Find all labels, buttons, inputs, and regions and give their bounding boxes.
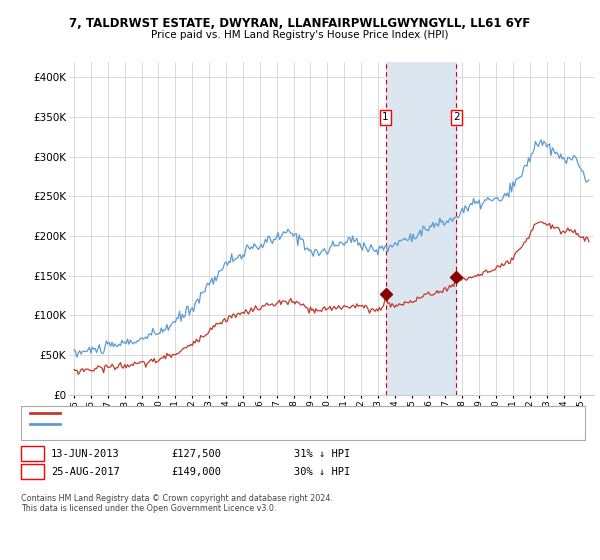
Text: HPI: Average price, detached house, Isle of Anglesey: HPI: Average price, detached house, Isle… <box>66 419 305 428</box>
Bar <box>386 62 457 395</box>
Text: 7, TALDRWST ESTATE, DWYRAN, LLANFAIRPWLLGWYNGYLL, LL61 6YF (detached house): 7, TALDRWST ESTATE, DWYRAN, LLANFAIRPWLL… <box>66 409 458 418</box>
Text: 25-AUG-2017: 25-AUG-2017 <box>51 466 120 477</box>
Text: 1: 1 <box>29 449 36 459</box>
Text: 30% ↓ HPI: 30% ↓ HPI <box>294 466 350 477</box>
Text: £127,500: £127,500 <box>171 449 221 459</box>
Text: Price paid vs. HM Land Registry's House Price Index (HPI): Price paid vs. HM Land Registry's House … <box>151 30 449 40</box>
Text: 31% ↓ HPI: 31% ↓ HPI <box>294 449 350 459</box>
Text: 7, TALDRWST ESTATE, DWYRAN, LLANFAIRPWLLGWYNGYLL, LL61 6YF: 7, TALDRWST ESTATE, DWYRAN, LLANFAIRPWLL… <box>70 17 530 30</box>
Text: 1: 1 <box>382 112 389 122</box>
Text: 13-JUN-2013: 13-JUN-2013 <box>51 449 120 459</box>
Text: 2: 2 <box>453 112 460 122</box>
Text: 2: 2 <box>29 466 36 477</box>
Text: Contains HM Land Registry data © Crown copyright and database right 2024.
This d: Contains HM Land Registry data © Crown c… <box>21 494 333 514</box>
Text: £149,000: £149,000 <box>171 466 221 477</box>
